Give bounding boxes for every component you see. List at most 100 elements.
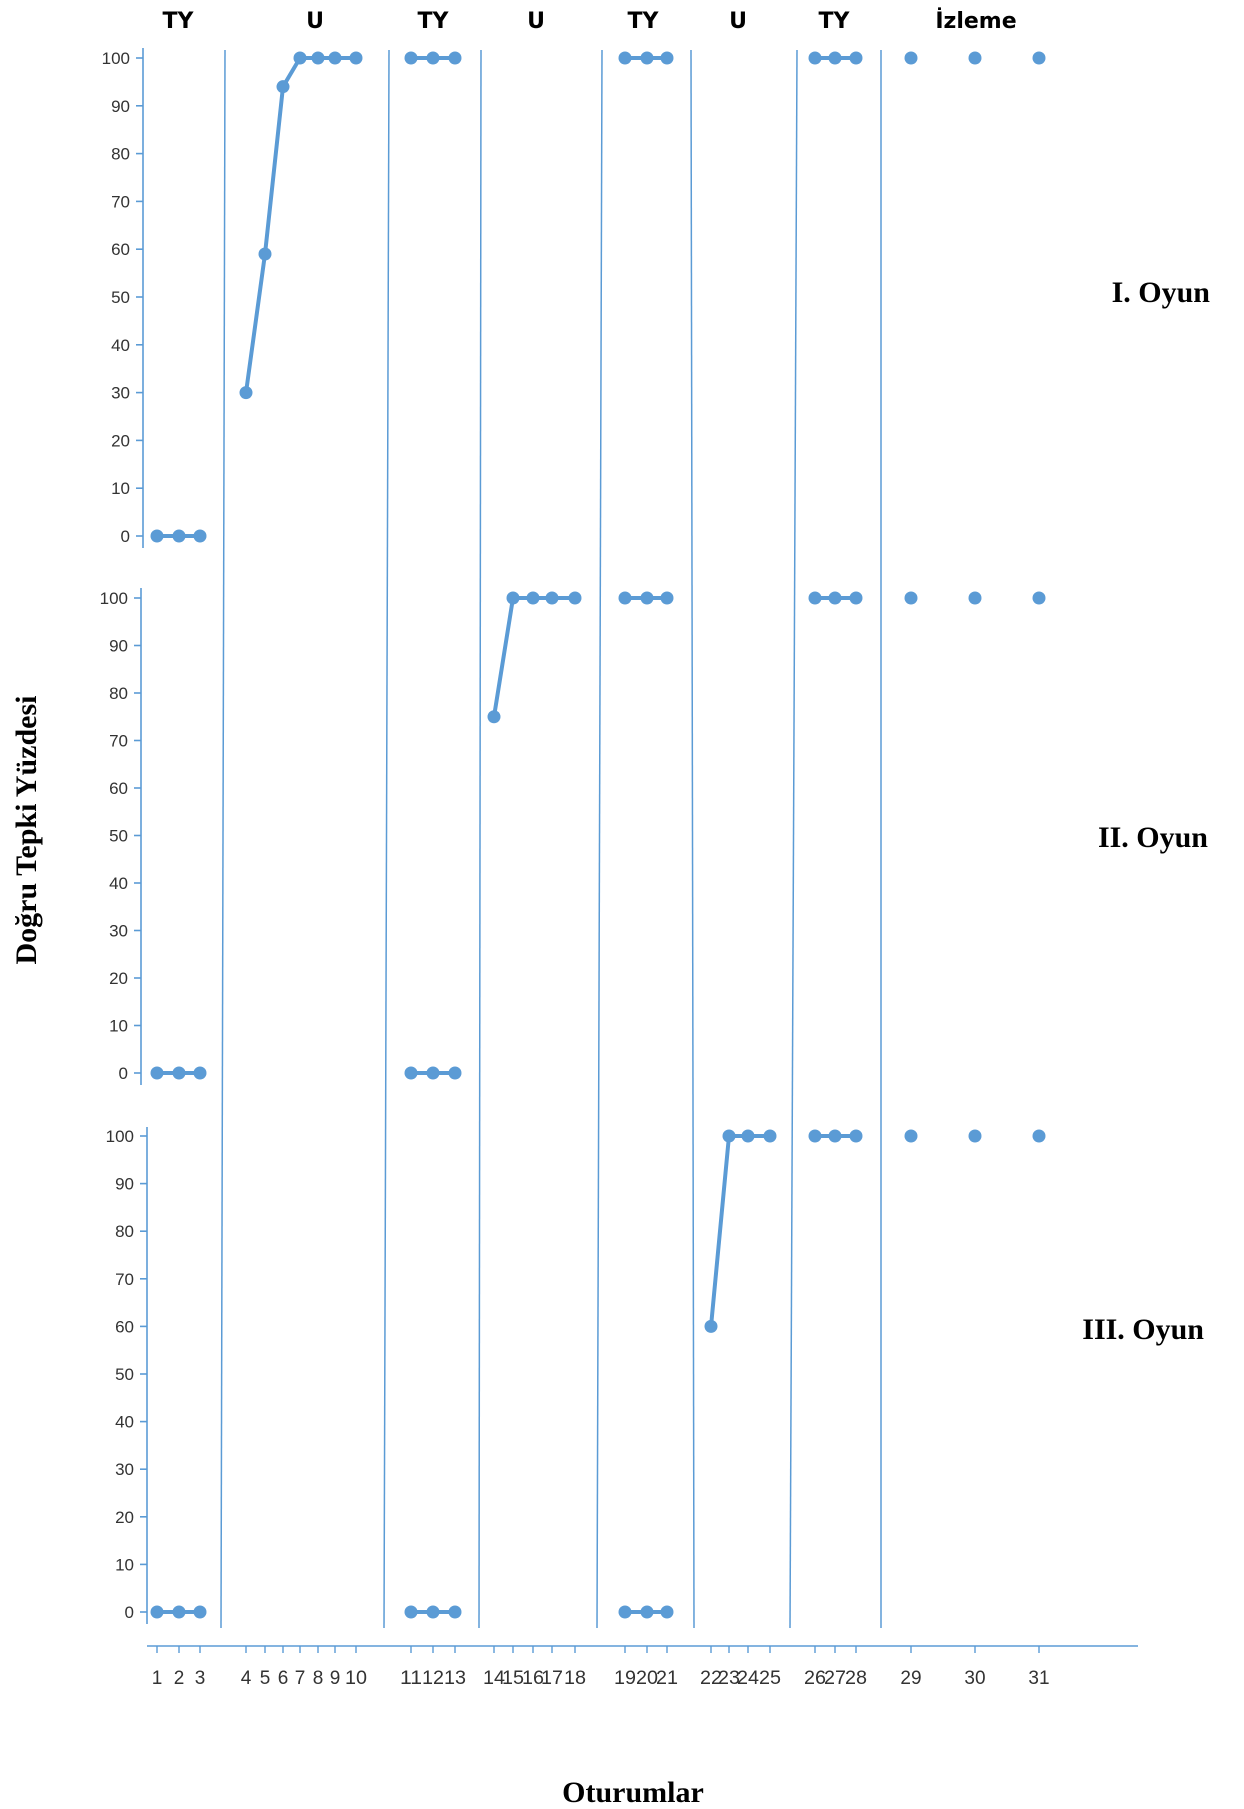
data-point: [448, 1066, 462, 1080]
series-line: [492, 596, 575, 718]
data-point: [640, 51, 654, 65]
y-tick-label: 50: [111, 288, 130, 307]
data-point: [640, 591, 654, 605]
data-point: [849, 591, 863, 605]
phase-label: U: [527, 9, 545, 34]
data-point: [487, 710, 501, 724]
data-point: [904, 1129, 918, 1143]
data-point: [276, 80, 290, 94]
y-tick-label: 70: [109, 732, 128, 751]
y-tick-label: 20: [111, 431, 130, 450]
x-tick-label: 30: [964, 1668, 985, 1689]
data-point: [545, 591, 559, 605]
y-tick-label: 100: [102, 49, 130, 68]
panel-title: I. Oyun: [1112, 276, 1211, 309]
data-point: [328, 51, 342, 65]
data-point: [660, 1605, 674, 1619]
data-point: [904, 591, 918, 605]
x-tick-label: 17: [541, 1668, 563, 1689]
data-point: [150, 1066, 164, 1080]
phase-label: İzleme: [935, 8, 1016, 34]
phase-divider-line: [789, 49, 798, 1629]
series-line: [709, 1134, 770, 1327]
x-tick-label: 5: [260, 1668, 271, 1689]
x-tick-label: 29: [900, 1668, 921, 1689]
data-point: [741, 1129, 755, 1143]
y-tick-label: 10: [109, 1017, 128, 1036]
data-point: [150, 1605, 164, 1619]
data-point: [618, 591, 632, 605]
data-point: [404, 1066, 418, 1080]
x-tick-label: 24: [737, 1668, 759, 1689]
x-tick-label: 20: [636, 1668, 658, 1689]
y-tick-label: 60: [109, 779, 128, 798]
x-tick-label: 27: [824, 1668, 846, 1689]
data-point: [258, 247, 272, 261]
phase-divider-line: [690, 49, 695, 1629]
phase-label: U: [306, 9, 324, 34]
x-tick-label: 3: [195, 1668, 206, 1689]
phase-divider-line: [478, 49, 482, 1629]
x-tick-label: 12: [422, 1668, 444, 1689]
y-tick-label: 100: [106, 1127, 134, 1146]
y-tick-label: 90: [109, 637, 128, 656]
data-point: [808, 1129, 822, 1143]
y-tick-label: 40: [115, 1413, 134, 1432]
y-tick-label: 30: [111, 384, 130, 403]
x-tick-label: 23: [718, 1668, 740, 1689]
x-tick-label: 22: [700, 1668, 722, 1689]
phase-label: TY: [628, 9, 660, 34]
y-tick-label: 80: [111, 145, 130, 164]
data-point: [404, 1605, 418, 1619]
data-point: [426, 1066, 440, 1080]
x-tick-label: 10: [345, 1668, 367, 1689]
x-tick-label: 7: [295, 1668, 306, 1689]
data-point: [150, 529, 164, 543]
y-tick-label: 50: [115, 1365, 134, 1384]
data-point: [828, 1129, 842, 1143]
x-tick-label: 19: [614, 1668, 636, 1689]
data-point: [808, 591, 822, 605]
data-point: [1032, 591, 1046, 605]
data-point: [193, 529, 207, 543]
y-tick-label: 70: [115, 1270, 134, 1289]
x-axis-title: Oturumlar: [562, 1776, 704, 1809]
data-point: [426, 51, 440, 65]
x-tick-label: 1: [152, 1668, 163, 1689]
phase-divider-line: [220, 49, 226, 1629]
x-tick-label: 21: [656, 1668, 678, 1689]
data-point: [568, 591, 582, 605]
x-tick-label: 26: [804, 1668, 826, 1689]
data-point: [293, 51, 307, 65]
x-tick-label: 18: [564, 1668, 586, 1689]
chart-labels: TY U TY U TY U TY İzleme0102030405060708090100I…: [100, 8, 1211, 1689]
axes: [134, 48, 1138, 1653]
data-point: [426, 1605, 440, 1619]
data-point: [1032, 1129, 1046, 1143]
y-tick-label: 60: [115, 1317, 134, 1336]
y-tick-label: 80: [115, 1222, 134, 1241]
data-series: [150, 51, 1046, 1619]
y-tick-label: 90: [111, 97, 130, 116]
x-tick-label: 8: [313, 1668, 324, 1689]
data-point: [193, 1066, 207, 1080]
y-tick-label: 20: [109, 969, 128, 988]
data-point: [526, 591, 540, 605]
data-point: [311, 51, 325, 65]
phase-divider-line: [596, 49, 603, 1629]
x-tick-label: 31: [1028, 1668, 1049, 1689]
y-tick-label: 40: [109, 874, 128, 893]
data-point: [968, 51, 982, 65]
data-point: [704, 1319, 718, 1333]
data-point: [239, 386, 253, 400]
data-point: [349, 51, 363, 65]
y-tick-label: 0: [121, 527, 130, 546]
data-point: [618, 1605, 632, 1619]
y-tick-label: 10: [111, 479, 130, 498]
y-tick-label: 60: [111, 240, 130, 259]
y-tick-label: 20: [115, 1508, 134, 1527]
data-point: [1032, 51, 1046, 65]
y-tick-label: 0: [125, 1603, 134, 1622]
data-point: [448, 1605, 462, 1619]
data-point: [640, 1605, 654, 1619]
